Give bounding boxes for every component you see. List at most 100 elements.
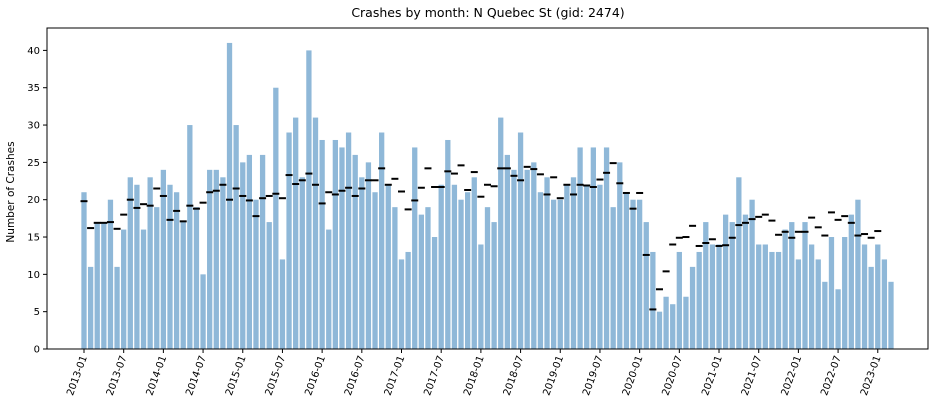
bar <box>140 229 147 349</box>
bar <box>412 147 418 349</box>
y-tick-label: 35 <box>27 83 40 94</box>
bar <box>630 199 636 349</box>
bar <box>597 184 603 349</box>
bar <box>279 259 286 349</box>
bar <box>742 214 749 349</box>
bar <box>160 169 167 349</box>
bar <box>127 177 133 349</box>
bar <box>405 251 411 349</box>
bar <box>716 244 722 349</box>
bar <box>319 139 325 349</box>
bar <box>524 169 530 349</box>
bar <box>855 199 861 349</box>
bar <box>438 184 444 349</box>
x-tick-label: 2022-01 <box>780 354 805 397</box>
bar <box>663 296 669 349</box>
bar <box>200 274 206 349</box>
y-tick-label: 40 <box>27 46 40 57</box>
x-tick-label: 2015-01 <box>224 354 249 397</box>
x-tick-label: 2014-07 <box>184 354 209 397</box>
bar <box>822 281 828 349</box>
x-tick-label: 2017-07 <box>422 354 447 397</box>
bar <box>266 222 272 349</box>
bar <box>259 154 266 349</box>
bar <box>478 244 484 349</box>
x-axis: 2013-01 2013-07 2014-01 2014-07 2015-01 2015-… <box>65 349 884 397</box>
bars-group <box>81 42 894 350</box>
bar <box>147 177 153 349</box>
bar <box>372 192 378 349</box>
bar <box>306 50 312 350</box>
bar <box>584 184 590 349</box>
bar <box>551 199 557 349</box>
bar <box>94 222 100 349</box>
y-tick-label: 20 <box>27 195 40 206</box>
bar <box>365 162 372 349</box>
bar <box>623 192 630 349</box>
bar <box>491 222 497 349</box>
x-tick-label: 2013-01 <box>65 354 90 397</box>
bar <box>789 222 795 349</box>
y-tick-label: 10 <box>27 270 40 281</box>
bar <box>379 132 385 349</box>
bar <box>709 244 716 349</box>
x-tick-label: 2016-07 <box>343 354 368 397</box>
bar <box>180 222 186 349</box>
bar <box>121 229 127 349</box>
x-tick-label: 2018-01 <box>462 354 487 397</box>
bar <box>134 184 140 349</box>
bar <box>498 117 504 349</box>
y-tick-label: 30 <box>27 121 40 132</box>
bar <box>312 117 319 349</box>
bar <box>87 266 94 349</box>
y-axis: 0 5 10 15 20 25 30 35 40 <box>27 46 47 356</box>
bar <box>537 192 544 349</box>
bar <box>392 207 398 349</box>
x-tick-label: 2019-01 <box>541 354 566 397</box>
bar <box>193 207 200 349</box>
bar <box>339 147 345 349</box>
bar <box>722 214 729 349</box>
x-tick-label: 2014-01 <box>145 354 170 397</box>
bar <box>445 139 451 349</box>
bar <box>861 244 868 349</box>
bar <box>517 132 524 349</box>
bar <box>683 296 689 349</box>
bar <box>617 162 623 349</box>
x-tick-label: 2013-07 <box>105 354 130 397</box>
bar <box>875 244 881 349</box>
y-tick-label: 15 <box>27 233 40 244</box>
bar <box>359 177 365 349</box>
chart-title: Crashes by month: N Quebec St (gid: 2474… <box>351 5 624 20</box>
bar <box>273 87 279 349</box>
bar <box>107 199 114 349</box>
bar <box>425 207 431 349</box>
x-tick-label: 2020-01 <box>621 354 646 397</box>
bar <box>868 266 874 349</box>
bar <box>187 125 193 349</box>
bar <box>484 207 491 349</box>
bar <box>762 244 768 349</box>
bar <box>835 289 841 349</box>
bar <box>881 259 888 349</box>
bar <box>167 184 173 349</box>
bar <box>213 169 219 349</box>
bar <box>756 244 762 349</box>
bar <box>220 177 226 349</box>
bar <box>815 259 821 349</box>
bar <box>676 251 682 349</box>
bar <box>246 154 253 349</box>
bar <box>802 222 808 349</box>
bar <box>465 192 471 349</box>
bar <box>775 251 782 349</box>
bar <box>431 237 438 349</box>
y-tick-label: 5 <box>34 307 40 318</box>
bar <box>253 199 259 349</box>
bar <box>418 214 424 349</box>
plot-frame <box>46 27 929 350</box>
bar <box>808 244 815 349</box>
bar <box>888 281 894 349</box>
bar <box>557 199 563 349</box>
bar <box>564 184 570 349</box>
bar <box>544 177 550 349</box>
